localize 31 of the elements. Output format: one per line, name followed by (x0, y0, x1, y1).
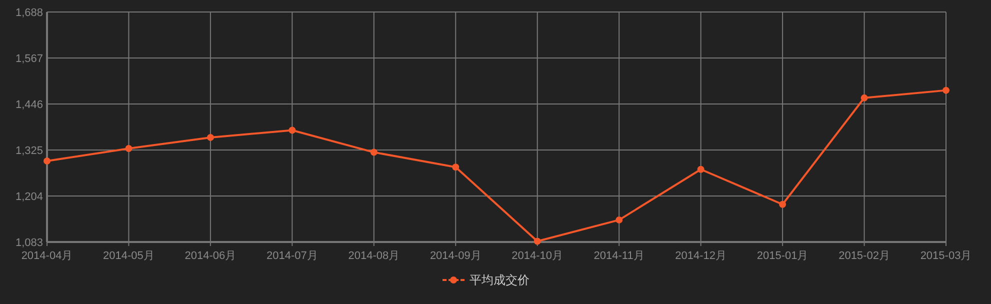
y-tick-label: 1,688 (15, 7, 43, 19)
x-tick-label: 2014-05月 (103, 250, 154, 262)
y-tick-label: 1,325 (15, 145, 43, 157)
x-tick-label: 2014-06月 (184, 250, 236, 262)
point (860, 94, 868, 102)
point (452, 164, 460, 171)
point (44, 158, 50, 165)
x-tick-label: 2014-11月 (594, 250, 644, 262)
x-tick-label: 2015-03月 (920, 250, 972, 262)
legend-label: 平均成交价 (470, 273, 530, 287)
x-tick-label: 2015-02月 (838, 250, 890, 262)
x-tick-label: 2014-10月 (512, 250, 564, 262)
point (616, 216, 623, 224)
y-tick-label: 1,567 (15, 53, 43, 65)
point (370, 148, 378, 156)
legend: 平均成交价 (442, 273, 530, 287)
x-tick-label: 2014-08月 (348, 250, 400, 262)
point (697, 166, 704, 173)
x-tick-label: 2014-04月 (21, 250, 73, 262)
point (206, 134, 214, 141)
point (288, 126, 296, 134)
y-tick-label: 1,083 (15, 237, 43, 249)
x-tick-label: 2014-07月 (266, 250, 318, 262)
point (125, 144, 132, 152)
y-tick-label: 1,446 (15, 99, 43, 111)
x-tick-label: 2014-09月 (430, 250, 482, 262)
x-tick-label: 2015-01月 (756, 250, 808, 262)
point (942, 86, 950, 94)
x-tick-label: 2014-12月 (675, 250, 727, 262)
y-tick-label: 1,204 (15, 191, 43, 203)
point (779, 200, 786, 208)
